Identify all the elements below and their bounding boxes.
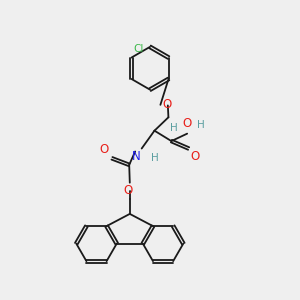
Text: H: H <box>170 123 178 133</box>
Text: H: H <box>151 153 159 163</box>
Text: Cl: Cl <box>133 44 143 54</box>
Text: N: N <box>131 150 140 163</box>
Text: O: O <box>163 98 172 111</box>
Text: H: H <box>197 120 204 130</box>
Text: O: O <box>190 150 200 163</box>
Text: O: O <box>124 184 133 197</box>
Text: O: O <box>182 117 192 130</box>
Text: O: O <box>100 143 109 156</box>
